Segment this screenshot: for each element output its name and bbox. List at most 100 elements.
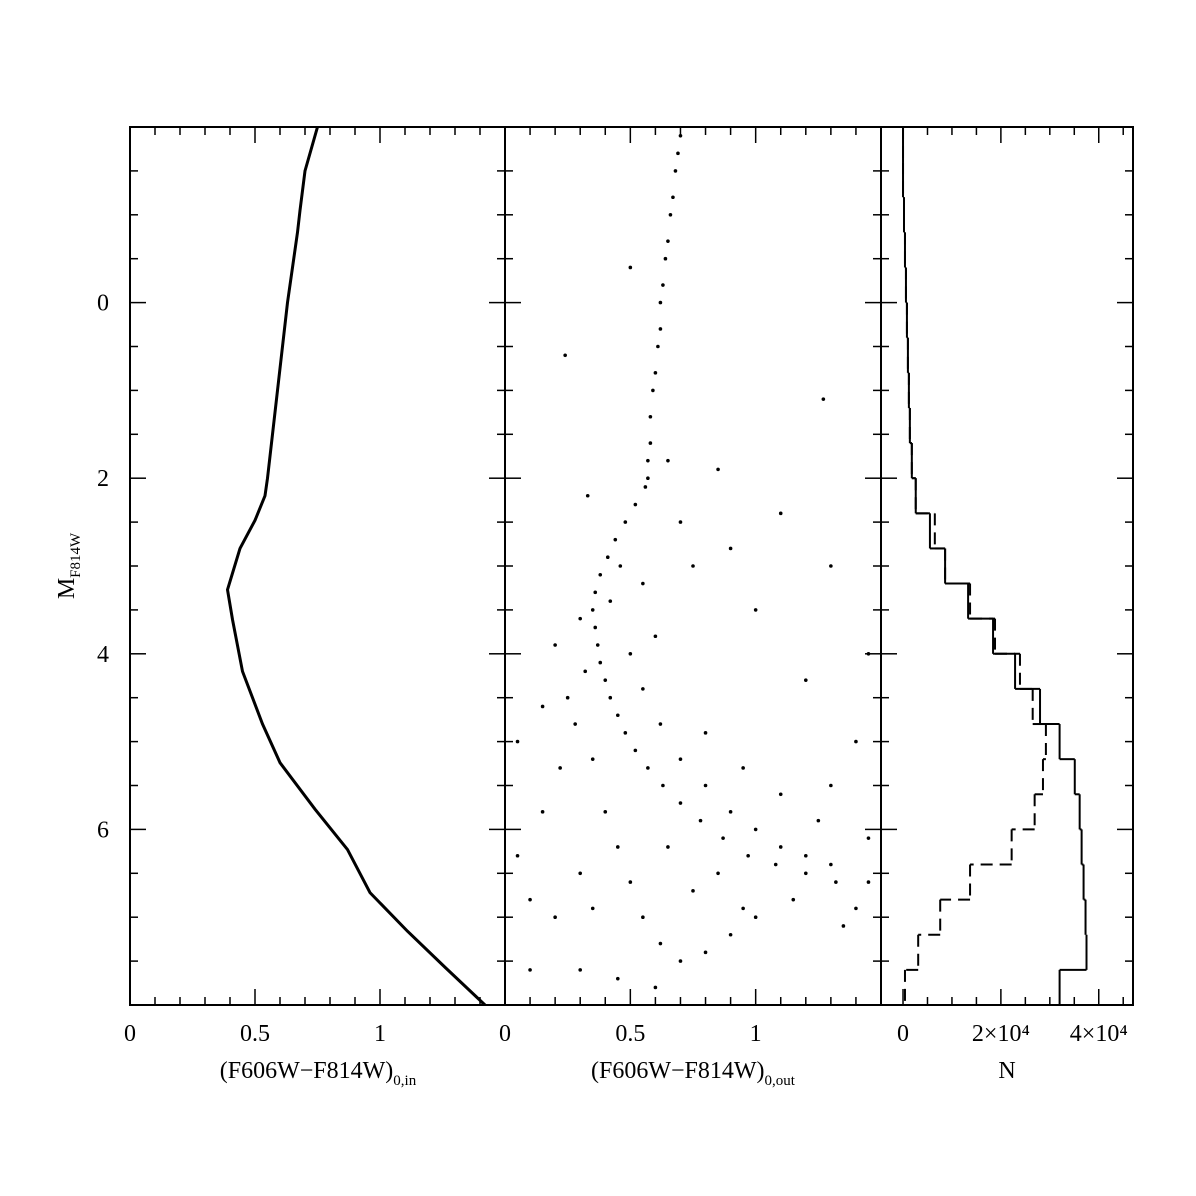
star-point (633, 748, 638, 753)
star-point (854, 906, 858, 911)
star-point (829, 862, 833, 867)
star-point (678, 959, 683, 963)
star-point (643, 485, 648, 489)
star-point (540, 704, 545, 709)
star-point (598, 660, 603, 665)
star-point (616, 976, 620, 981)
star-point (595, 643, 600, 647)
star-point (603, 678, 608, 682)
star-point (616, 845, 620, 849)
star-point (646, 458, 650, 463)
star-point (590, 608, 595, 612)
star-point (728, 546, 733, 551)
star-point (583, 669, 588, 674)
star-point (628, 265, 633, 270)
star-point (753, 608, 758, 612)
star-point (866, 836, 871, 840)
star-point (671, 195, 675, 200)
star-point (605, 555, 610, 560)
x-tick-label: 0 (124, 1021, 136, 1047)
star-point (676, 151, 680, 156)
star-point (641, 915, 645, 919)
star-point (603, 810, 608, 814)
star-point (666, 845, 670, 849)
star-point (746, 853, 750, 858)
star-point (658, 300, 663, 305)
star-point (854, 739, 858, 744)
star-point (678, 757, 683, 761)
x-tick-label: 1 (374, 1021, 386, 1047)
star-point (791, 897, 796, 902)
star-point (661, 783, 665, 788)
star-point (608, 599, 613, 603)
star-point (658, 722, 663, 726)
star-point (528, 968, 532, 972)
star-point (593, 590, 598, 595)
star-point (716, 871, 720, 876)
star-point (721, 836, 725, 840)
star-point (698, 818, 703, 823)
y-axis-label: MF814W (54, 532, 84, 599)
y-label-main: M (54, 578, 80, 599)
x-label-sub: 0,in (393, 1073, 416, 1089)
star-point (691, 564, 695, 568)
y-tick-label: 4 (97, 642, 109, 668)
star-point (829, 783, 833, 788)
star-point (628, 652, 633, 656)
star-point (778, 792, 783, 797)
star-point (841, 924, 846, 928)
star-point (816, 818, 821, 823)
star-point (753, 915, 758, 919)
isochrone-line (225, 126, 487, 1007)
star-point (653, 371, 658, 375)
star-point (741, 766, 745, 770)
star-point (563, 353, 567, 358)
star-point (773, 862, 778, 867)
star-point (656, 344, 660, 349)
star-point (648, 441, 653, 445)
star-point (829, 564, 833, 568)
star-point (866, 880, 871, 884)
star-point (590, 757, 595, 761)
star-point (593, 625, 598, 630)
y-label-sub: F814W (68, 532, 84, 578)
x-label-main: (F606W−F814W) (220, 1058, 394, 1084)
x-tick-label: 0 (897, 1021, 909, 1047)
panel-frame (129, 126, 506, 1006)
star-point (753, 827, 758, 832)
star-point (590, 906, 595, 911)
x-tick-label: 0 (499, 1021, 511, 1047)
star-point (598, 572, 603, 577)
star-point (804, 853, 808, 858)
star-point (678, 133, 683, 138)
star-point (678, 801, 683, 805)
star-point (573, 722, 577, 726)
x-label-main: (F606W−F814W) (591, 1058, 765, 1084)
star-point (623, 731, 628, 735)
star-point (648, 414, 653, 419)
star-point (703, 731, 708, 735)
star-point (651, 388, 655, 393)
star-point (778, 845, 783, 849)
star-point (728, 810, 733, 814)
star-point (528, 897, 532, 902)
x-axis-label: (F606W−F814W)0,out (591, 1058, 796, 1089)
star-point (653, 985, 658, 990)
star-point (623, 520, 628, 524)
x-axis-label: N (998, 1058, 1015, 1084)
star-point (666, 239, 670, 243)
star-point (658, 327, 663, 331)
panel-frame (880, 126, 1134, 1006)
star-point (578, 968, 582, 972)
star-point (778, 511, 783, 516)
star-point (578, 871, 582, 876)
star-point (585, 493, 590, 498)
star-point (678, 520, 683, 524)
star-point (641, 687, 645, 691)
x-label-sub: 0,out (765, 1073, 796, 1089)
star-point (834, 880, 838, 884)
star-point (613, 537, 618, 542)
y-tick-label: 6 (97, 817, 109, 843)
